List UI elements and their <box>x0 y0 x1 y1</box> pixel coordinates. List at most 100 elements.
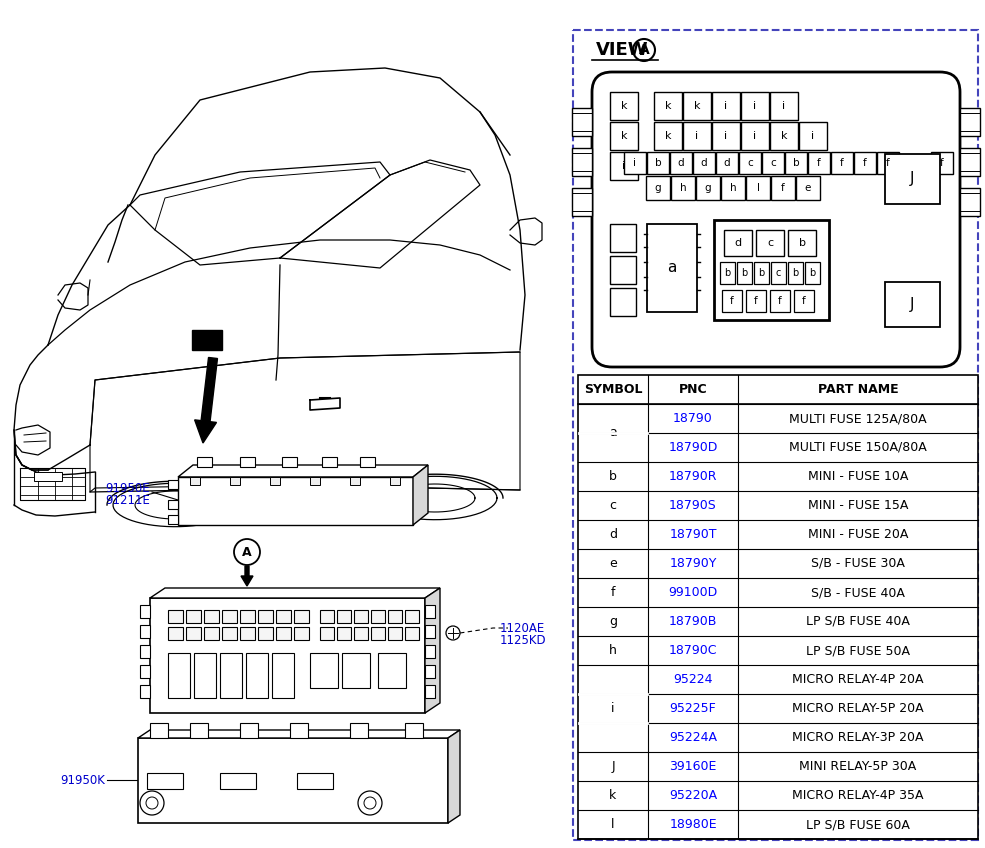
Bar <box>246 653 268 698</box>
Bar <box>654 92 682 120</box>
Bar <box>290 723 308 738</box>
Text: g: g <box>609 615 617 628</box>
Text: i: i <box>623 161 625 171</box>
Bar <box>322 457 337 467</box>
Bar <box>276 627 291 640</box>
Bar <box>724 230 752 256</box>
Bar <box>714 220 829 320</box>
Text: MICRO RELAY-4P 35A: MICRO RELAY-4P 35A <box>792 789 924 802</box>
Text: VIEW: VIEW <box>596 41 649 59</box>
Text: f: f <box>886 158 889 168</box>
Polygon shape <box>138 730 460 738</box>
Bar <box>712 122 740 150</box>
Text: g: g <box>655 183 661 193</box>
Bar <box>388 627 402 640</box>
Bar <box>805 262 820 284</box>
Text: l: l <box>756 183 759 193</box>
Bar <box>610 152 638 180</box>
Text: k: k <box>621 101 627 111</box>
Text: S/B - FUSE 40A: S/B - FUSE 40A <box>811 586 905 599</box>
Text: PNC: PNC <box>679 383 707 396</box>
Bar <box>405 723 423 738</box>
Text: b: b <box>758 268 764 278</box>
Bar <box>342 653 370 688</box>
Bar <box>258 627 273 640</box>
Text: d: d <box>724 158 730 168</box>
Text: k: k <box>781 131 787 141</box>
Text: J: J <box>910 171 914 187</box>
Text: b: b <box>792 268 799 278</box>
Bar <box>624 152 646 174</box>
Text: 91950E: 91950E <box>105 482 150 494</box>
Text: b: b <box>799 238 806 248</box>
Bar <box>785 152 807 174</box>
Bar <box>140 645 150 658</box>
Text: c: c <box>776 268 781 278</box>
Text: l: l <box>612 818 615 831</box>
Bar <box>808 152 830 174</box>
Text: MICRO RELAY-4P 20A: MICRO RELAY-4P 20A <box>792 673 924 686</box>
Circle shape <box>446 626 460 640</box>
Bar <box>693 152 715 174</box>
Text: c: c <box>748 158 753 168</box>
Bar <box>712 92 740 120</box>
Bar <box>220 773 256 789</box>
Bar <box>294 627 309 640</box>
Bar <box>794 290 814 312</box>
Bar <box>877 152 899 174</box>
Text: b: b <box>742 268 748 278</box>
Bar <box>762 152 784 174</box>
Bar <box>390 477 400 485</box>
Bar <box>222 627 237 640</box>
Text: d: d <box>700 158 707 168</box>
Text: f: f <box>778 296 782 306</box>
Text: i: i <box>812 131 815 141</box>
Bar <box>168 627 183 640</box>
Text: f: f <box>940 158 944 168</box>
Text: 18790C: 18790C <box>669 644 717 657</box>
Text: LP S/B FUSE 50A: LP S/B FUSE 50A <box>806 644 910 657</box>
Text: i: i <box>754 131 756 141</box>
Bar <box>741 92 769 120</box>
Bar <box>799 122 827 150</box>
Text: 95220A: 95220A <box>669 789 717 802</box>
Bar <box>240 457 255 467</box>
Bar <box>741 122 769 150</box>
Bar <box>220 653 242 698</box>
Text: i: i <box>633 158 636 168</box>
Bar <box>168 515 178 524</box>
Text: a: a <box>609 427 617 439</box>
Text: k: k <box>665 101 671 111</box>
Bar <box>572 108 592 136</box>
Text: f: f <box>755 296 757 306</box>
Text: i: i <box>612 702 615 715</box>
Bar <box>771 262 786 284</box>
Polygon shape <box>413 465 428 525</box>
Bar <box>371 610 385 623</box>
Bar <box>150 598 425 713</box>
Bar <box>354 627 368 640</box>
Bar <box>756 230 784 256</box>
Polygon shape <box>150 588 440 598</box>
Bar <box>610 92 638 120</box>
Text: c: c <box>610 499 617 512</box>
Bar <box>746 176 770 200</box>
Text: J: J <box>611 760 615 773</box>
Text: 1120AE: 1120AE <box>500 622 546 634</box>
Bar <box>770 290 790 312</box>
Text: k: k <box>610 789 617 802</box>
Bar <box>230 477 240 485</box>
Text: f: f <box>730 296 734 306</box>
Polygon shape <box>178 465 428 477</box>
Bar <box>197 457 212 467</box>
Bar <box>168 653 190 698</box>
Text: c: c <box>767 238 773 248</box>
Bar <box>204 627 219 640</box>
Bar <box>722 290 742 312</box>
Text: 95225F: 95225F <box>670 702 716 715</box>
Bar <box>378 653 406 688</box>
Text: a: a <box>667 260 677 276</box>
Bar <box>354 610 368 623</box>
Bar <box>960 188 980 216</box>
Text: k: k <box>621 131 627 141</box>
